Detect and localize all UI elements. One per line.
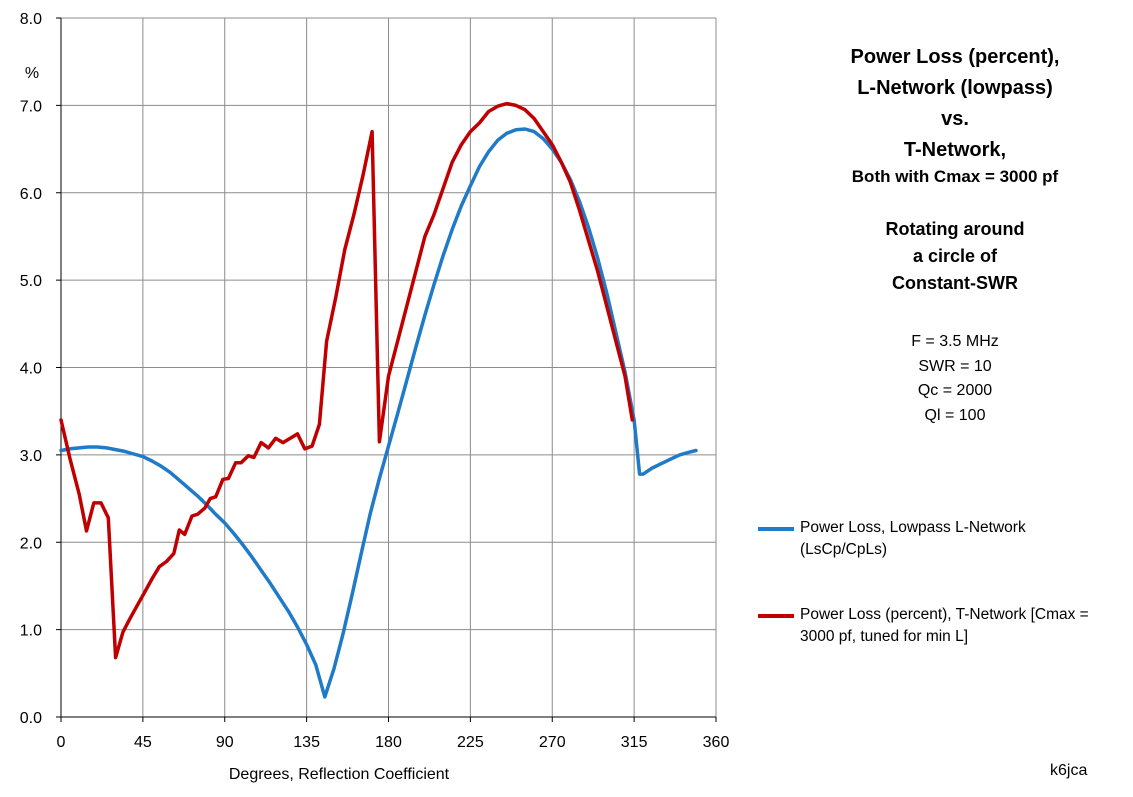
- parameters: F = 3.5 MHz SWR = 10 Qc = 2000 Ql = 100: [870, 330, 1040, 428]
- legend-label-line: 3000 pf, tuned for min L]: [800, 628, 969, 645]
- legend-label-line: Power Loss, Lowpass L-Network: [800, 519, 1026, 536]
- series-line-t-network: [59, 101, 635, 660]
- title-line-3: vs.: [941, 108, 969, 130]
- title-line-2: L-Network (lowpass): [857, 77, 1053, 99]
- param-qc: Qc = 2000: [917, 382, 993, 399]
- subtitle-line-1: Rotating around: [885, 219, 1025, 239]
- y-tick-label: 4.0: [20, 361, 42, 378]
- x-tick-label: 315: [621, 734, 648, 751]
- param-frequency: F = 3.5 MHz: [911, 333, 999, 350]
- legend-label-t-network: Power Loss (percent), T-Network [Cmax = …: [800, 604, 1130, 648]
- legend-swatch-blue: [758, 527, 794, 531]
- credit: k6jca: [1050, 762, 1088, 779]
- subtitle-line-2: a circle of: [912, 246, 998, 266]
- x-tick-label: 270: [539, 734, 566, 751]
- title-line-5: Both with Cmax = 3000 pf: [851, 167, 1059, 186]
- x-axis-ticks: 0 45 90 135 180 225 270 315 360: [57, 734, 730, 751]
- title-line-4: T-Network,: [903, 139, 1007, 161]
- y-tick-label: 6.0: [20, 186, 42, 203]
- x-tick-label: 0: [57, 734, 66, 751]
- x-tick-label: 225: [457, 734, 484, 751]
- x-tick-label: 90: [216, 734, 234, 751]
- chart-title: Power Loss (percent), L-Network (lowpass…: [790, 42, 1120, 188]
- x-tick-label: 45: [134, 734, 152, 751]
- x-axis-label: Degrees, Reflection Coefficient: [229, 766, 450, 783]
- title-line-1: Power Loss (percent),: [850, 46, 1060, 68]
- legend-swatch-red: [758, 614, 794, 618]
- y-tick-label: 8.0: [20, 11, 42, 28]
- x-tick-label: 360: [703, 734, 730, 751]
- x-tick-label: 135: [293, 734, 320, 751]
- y-tick-label: 3.0: [20, 448, 42, 465]
- y-axis-label: %: [25, 65, 39, 82]
- chart-subtitle: Rotating around a circle of Constant-SWR: [790, 216, 1120, 297]
- y-tick-label: 5.0: [20, 273, 42, 290]
- param-ql: Ql = 100: [924, 406, 986, 424]
- y-tick-label: 1.0: [20, 623, 42, 640]
- legend-label-l-network: Power Loss, Lowpass L-Network (LsCp/CpLs…: [800, 517, 1130, 561]
- series-line-l-network: [59, 127, 698, 699]
- x-tick-label: 180: [375, 734, 402, 751]
- legend-label-line: Power Loss (percent), T-Network [Cmax =: [800, 606, 1089, 623]
- subtitle-line-3: Constant-SWR: [892, 273, 1018, 293]
- y-tick-label: 0.0: [20, 710, 42, 727]
- y-tick-label: 7.0: [20, 98, 42, 115]
- y-axis-ticks: 0.0 1.0 2.0 3.0 4.0 5.0 6.0 7.0 8.0: [20, 11, 42, 727]
- legend-label-line: (LsCp/CpLs): [800, 541, 887, 558]
- param-swr: SWR = 10: [918, 357, 992, 375]
- y-tick-label: 2.0: [20, 535, 42, 552]
- series-lines: [59, 101, 698, 699]
- grid: [56, 17, 717, 722]
